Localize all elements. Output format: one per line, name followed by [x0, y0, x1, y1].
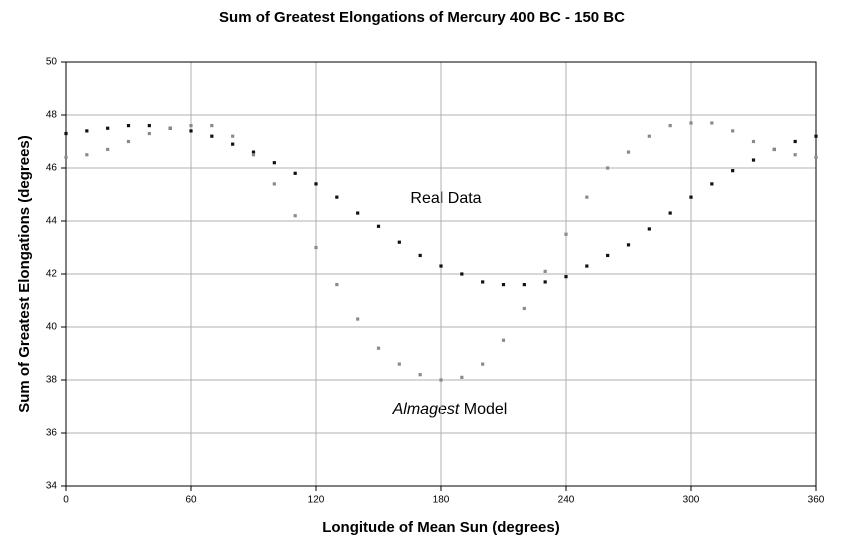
point — [189, 124, 193, 128]
point — [668, 211, 672, 215]
point — [543, 269, 547, 273]
point — [210, 124, 214, 128]
point — [751, 158, 756, 162]
point — [439, 264, 443, 268]
y-tick-label: 46 — [46, 163, 58, 174]
point — [606, 166, 610, 170]
point — [231, 142, 235, 146]
point — [293, 214, 297, 218]
y-tick-label: 48 — [46, 110, 58, 121]
point — [647, 227, 651, 231]
point — [710, 182, 714, 186]
point — [460, 272, 464, 276]
point — [481, 362, 485, 366]
point — [585, 195, 589, 199]
point — [272, 182, 276, 186]
y-tick-label: 40 — [46, 322, 58, 333]
point — [710, 121, 714, 125]
point — [501, 338, 506, 342]
point — [731, 129, 735, 133]
point — [731, 169, 735, 173]
point — [293, 171, 297, 175]
y-tick-label: 44 — [46, 216, 58, 227]
chart-title: Sum of Greatest Elongations of Mercury 4… — [219, 9, 625, 26]
point — [793, 153, 797, 157]
point — [168, 126, 172, 130]
point — [418, 373, 422, 377]
x-tick-label: 180 — [433, 495, 450, 506]
point — [522, 283, 526, 287]
point — [814, 155, 818, 159]
x-tick-label: 60 — [185, 495, 197, 506]
point — [772, 147, 776, 152]
point — [626, 243, 631, 247]
point — [689, 195, 693, 199]
point — [272, 161, 276, 165]
x-tick-label: 120 — [308, 495, 325, 506]
point — [106, 126, 110, 130]
annotation-text: Model — [464, 401, 508, 418]
point — [814, 134, 818, 138]
point — [501, 283, 506, 287]
point — [126, 139, 131, 144]
plot-frame — [65, 61, 817, 487]
point — [626, 150, 631, 154]
point — [251, 153, 256, 157]
point — [85, 129, 89, 133]
point — [418, 253, 422, 258]
point — [64, 155, 68, 159]
y-tick-label: 36 — [46, 428, 58, 439]
point — [522, 306, 526, 311]
y-tick-label: 42 — [46, 269, 58, 280]
y-tick-label: 34 — [46, 481, 58, 492]
point — [543, 280, 547, 284]
point — [251, 150, 256, 154]
x-tick-label: 0 — [63, 495, 69, 506]
point — [85, 153, 89, 157]
point — [106, 147, 110, 152]
point — [460, 375, 464, 379]
point — [585, 264, 589, 268]
point — [231, 134, 235, 138]
point — [356, 211, 360, 215]
x-tick-label: 360 — [808, 495, 825, 506]
point — [314, 245, 318, 250]
point — [793, 139, 797, 144]
y-axis-label: Sum of Greatest Elongations (degrees) — [16, 135, 33, 413]
point — [564, 275, 568, 279]
x-tick-label: 300 — [683, 495, 700, 506]
point — [64, 131, 68, 136]
point — [564, 232, 568, 236]
annotation-text: Real Data — [410, 190, 481, 207]
x-tick-label: 240 — [558, 495, 575, 506]
point — [689, 121, 693, 125]
point — [147, 124, 151, 128]
annotation: Almagest Model — [392, 401, 508, 418]
annotation: Real Data — [410, 190, 481, 207]
point — [439, 378, 443, 382]
point — [376, 346, 381, 350]
point — [647, 134, 651, 138]
point — [356, 317, 360, 321]
point — [126, 124, 131, 128]
point — [481, 280, 485, 284]
point — [147, 131, 151, 136]
point — [210, 134, 214, 138]
y-tick-label: 50 — [46, 57, 58, 68]
y-tick-label: 38 — [46, 375, 58, 386]
point — [335, 195, 339, 199]
point — [314, 182, 318, 186]
point — [606, 253, 610, 258]
point — [189, 129, 193, 133]
point — [376, 224, 381, 228]
point — [668, 124, 672, 128]
point — [397, 240, 401, 244]
x-axis-label: Longitude of Mean Sun (degrees) — [322, 519, 560, 536]
annotation-text: Almagest — [392, 401, 460, 418]
point — [335, 283, 339, 287]
point — [397, 362, 401, 366]
point — [751, 139, 756, 144]
